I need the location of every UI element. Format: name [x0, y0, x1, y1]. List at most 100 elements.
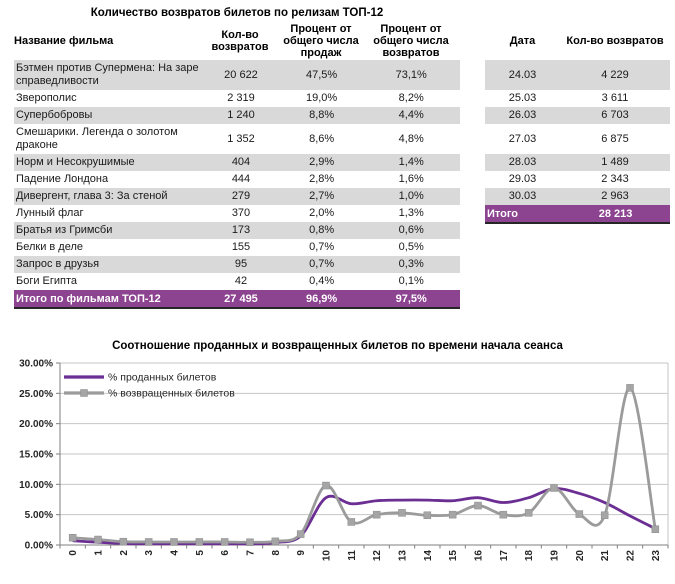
date-cell: 27.03 [508, 132, 537, 145]
y-axis-label: 30.00% [19, 359, 53, 370]
date-header-cell: Дата [509, 35, 536, 47]
x-axis-label: 8 [271, 550, 282, 556]
film-cell: 370 [231, 207, 251, 219]
date-cell: 2 343 [601, 173, 629, 185]
film-cell: 2,0% [309, 207, 335, 219]
film-table-total-row: Итого по фильмам ТОП-12 27 495 96,9% 97,5% [14, 290, 460, 309]
film-cell: 0,4% [309, 275, 335, 287]
y-axis-label: 10.00% [19, 480, 53, 491]
film-cell: 1 352 [227, 132, 255, 145]
date-cell: 24.03 [508, 68, 537, 81]
x-axis-label: 7 [246, 550, 257, 556]
x-axis-label: 5 [195, 550, 206, 556]
returned-marker [220, 538, 229, 546]
returned-marker [398, 509, 406, 517]
returned-marker [68, 533, 77, 542]
film-cell: 1,3% [398, 207, 424, 219]
film-cell: 0,1% [398, 275, 424, 287]
y-axis-label: 15.00% [19, 450, 53, 461]
film-cell: 20 622 [224, 68, 258, 81]
returned-marker [600, 511, 609, 520]
film-cell: 2,8% [309, 173, 335, 185]
film-cell: 1 240 [227, 109, 255, 121]
x-axis-label: 16 [474, 550, 485, 562]
film-cell: Бэтмен против Супермена: На заре справед… [16, 62, 199, 87]
date-cell: 6 703 [601, 109, 629, 121]
date-table-body: 24.03 4 229 25.03 3 611 26.03 6 703 27.03 6 875… [485, 60, 670, 205]
x-axis-label: 20 [575, 550, 586, 562]
film-cell: Падение Лондона [16, 173, 109, 185]
returns-by-hour-chart: 0.00% 5.00% 10.00% 15.00% 20.00% 25.00% 30.00%… [19, 359, 669, 562]
returned-marker [347, 518, 356, 526]
film-cell: 19,0% [306, 92, 338, 104]
film-row: Запрос в друзья 95 0,7% 0,3% [14, 256, 460, 273]
x-axis-label: 22 [626, 550, 637, 562]
legend-sold-label: % проданных билетов [108, 372, 217, 384]
film-cell: 42 [234, 275, 248, 287]
x-axis-label: 17 [499, 550, 510, 562]
film-cell: 0,8% [309, 224, 335, 236]
date-table-total-row: Итого 28 213 [485, 205, 670, 224]
film-cell: 47,5% [306, 68, 338, 81]
returned-marker [119, 537, 128, 546]
date-row: 24.03 4 229 [485, 60, 670, 90]
film-cell: 1,4% [398, 156, 424, 168]
returned-marker [322, 481, 330, 490]
date-row: 28.03 1 489 [485, 154, 670, 171]
film-row: Супербобровы 1 240 8,8% 4,4% [14, 107, 460, 124]
film-header-cell: Название фильма [14, 35, 114, 47]
film-cell: 8,8% [309, 109, 335, 121]
film-cell: Боги Египта [16, 275, 78, 287]
date-cell: 29.03 [508, 173, 537, 185]
date-cell: 3 611 [601, 92, 629, 104]
film-cell: 73,1% [395, 68, 427, 81]
returned-marker [195, 538, 204, 546]
y-axis-label: 20.00% [19, 419, 53, 430]
date-row: 29.03 2 343 [485, 171, 670, 188]
date-row: 27.03 6 875 [485, 124, 670, 154]
returned-marker [474, 501, 482, 510]
date-cell: 25.03 [508, 92, 537, 104]
film-row: Смешарики. Легенда о золотом драконе 1 35… [14, 124, 460, 154]
film-cell: 4,4% [398, 109, 424, 121]
film-header-cell: Процент от общего числа возвратов [373, 23, 449, 59]
film-cell: Супербобровы [16, 109, 93, 121]
series-returned-line [72, 386, 657, 544]
film-row: Зверополис 2 319 19,0% 8,2% [14, 90, 460, 107]
returned-marker [575, 510, 584, 518]
x-axis-label: 23 [651, 550, 662, 562]
date-cell: 26.03 [508, 109, 537, 121]
film-cell: 279 [231, 190, 251, 202]
film-cell: 0,5% [398, 241, 424, 253]
date-cell: 28.03 [508, 156, 537, 168]
film-cell: Лунный флаг [16, 207, 84, 219]
film-cell: Братья из Гримсби [16, 224, 113, 236]
film-cell: Зверополис [16, 92, 77, 104]
date-returns-table: Дата Кол-во возвратов 24.03 4 229 25.03 3 61… [485, 4, 670, 224]
film-row: Белки в деле 155 0,7% 0,5% [14, 239, 460, 256]
film-cell: 404 [231, 156, 251, 168]
film-total-cell: 96,9% [306, 292, 338, 305]
y-axis-label: 0.00% [25, 541, 53, 552]
film-cell: 0,7% [309, 258, 335, 270]
film-cell: Запрос в друзья [16, 258, 100, 270]
film-cell: 4,8% [398, 132, 424, 145]
date-header-cell: Кол-во возвратов [566, 35, 664, 47]
series-sold-line [72, 487, 656, 546]
film-cell: Смешарики. Легенда о золотом драконе [16, 126, 178, 151]
chart-title: Соотношение проданных и возвращенных бил… [112, 340, 563, 352]
film-cell: 1,0% [398, 190, 424, 202]
returned-marker [651, 525, 660, 533]
x-axis-label: 18 [524, 550, 535, 562]
returned-marker [296, 530, 305, 538]
x-axis-label: 6 [220, 550, 231, 556]
returned-marker [524, 509, 533, 517]
date-cell: 2 963 [601, 190, 629, 202]
film-header-cell: Процент от общего числа продаж [283, 23, 359, 59]
x-axis-label: 21 [600, 550, 611, 562]
x-axis-label: 4 [170, 550, 181, 556]
date-cell: 30.03 [508, 190, 537, 202]
x-axis-label: 19 [550, 550, 561, 562]
x-axis-label: 11 [347, 550, 358, 561]
